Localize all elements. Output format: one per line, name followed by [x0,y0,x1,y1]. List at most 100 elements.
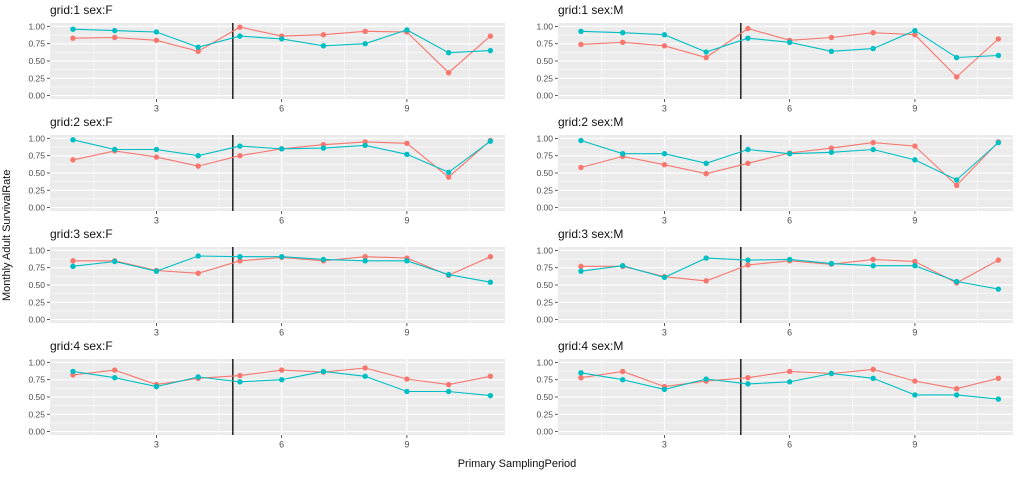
data-point-teal [995,396,1002,402]
y-tick-label: 0.50 [536,168,553,178]
data-point-teal [404,388,410,395]
data-point-salmon [745,374,751,381]
data-point-teal [445,388,452,395]
data-point-teal [112,374,118,381]
data-point-salmon [912,258,918,265]
data-point-teal [70,368,76,375]
y-tick-label: 0.25 [28,409,45,419]
data-point-teal [112,27,118,34]
y-tick-label: 0.25 [536,73,553,83]
data-point-salmon [362,253,368,260]
data-point-salmon [745,160,751,167]
facet-chart: 0.00 0.25 0.50 0.75 1.00 3 6 9 [28,21,505,114]
data-point-salmon [578,374,584,381]
data-point-teal [870,375,876,382]
data-point-teal [362,41,368,47]
facet-strip-label: grid:2 sex:F [50,115,113,129]
y-tick-label: 1.00 [536,357,553,367]
data-point-teal [404,151,410,158]
data-point-salmon [620,368,626,375]
data-point-teal [320,43,327,49]
data-point-teal [320,256,327,263]
data-point-teal [703,376,709,382]
facet-strip-label: grid:4 sex:M [558,339,624,353]
facet-strip-label: grid:2 sex:M [558,115,624,129]
data-point-teal [278,377,285,383]
y-tick-label: 0.00 [536,91,553,101]
data-point-salmon [320,32,327,38]
x-tick-label: 9 [404,216,409,226]
data-point-salmon [487,253,494,260]
data-point-teal [70,263,76,270]
data-point-salmon [870,366,876,373]
data-point-teal [487,47,494,54]
data-point-salmon [828,34,835,41]
data-point-teal [870,146,876,153]
facet-chart: 0.00 0.25 0.50 0.75 1.00 3 6 9 [536,133,1013,226]
x-tick-label: 3 [662,104,667,114]
y-tick-label: 0.25 [536,297,553,307]
facet-cell: grid:4 sex:F 0.00 0.25 0.50 0.75 1.00 3 6 9 [16,338,510,450]
data-point-teal [828,149,835,155]
data-point-teal [995,139,1002,146]
facet-strip-label: grid:4 sex:F [50,339,113,353]
data-point-teal [487,138,494,144]
data-point-salmon [362,28,368,34]
y-tick-label: 0.75 [536,375,553,385]
y-tick-label: 0.75 [28,263,45,273]
data-point-salmon [404,140,410,146]
data-point-salmon [620,39,626,46]
y-tick-label: 0.00 [28,315,45,325]
data-point-teal [487,279,494,285]
data-point-teal [578,137,584,144]
facet-strip-label: grid:3 sex:F [50,227,113,241]
data-point-salmon [912,378,918,384]
data-point-teal [703,255,709,261]
y-tick-label: 0.25 [28,73,45,83]
data-point-teal [912,27,918,34]
x-tick-label: 6 [279,216,284,226]
y-tick-label: 0.00 [536,427,553,437]
data-point-salmon [703,54,709,61]
y-tick-label: 1.00 [28,357,45,367]
data-point-salmon [70,258,76,264]
data-point-teal [745,35,751,41]
data-point-salmon [953,74,960,80]
data-point-teal [786,256,793,263]
data-point-salmon [237,24,243,30]
data-point-salmon [578,164,584,171]
data-point-salmon [578,41,584,48]
data-point-teal [953,177,960,183]
data-point-teal [487,392,494,399]
data-point-salmon [195,270,201,276]
data-point-teal [995,52,1002,59]
data-point-teal [953,278,960,285]
data-point-teal [237,379,243,385]
data-point-teal [153,268,160,274]
data-point-salmon [953,386,960,392]
y-tick-label: 0.50 [28,56,45,66]
y-axis-title: Monthly Adult SurvivalRate [1,169,13,301]
data-point-teal [870,262,876,269]
facet-strip-label: grid:3 sex:M [558,227,624,241]
y-tick-label: 1.00 [536,133,553,143]
data-point-teal [786,379,793,385]
data-point-salmon [195,48,201,55]
y-tick-label: 0.75 [28,151,45,161]
data-point-salmon [153,37,160,43]
facet-chart: 0.00 0.25 0.50 0.75 1.00 3 6 9 [536,357,1013,450]
data-point-teal [320,368,327,375]
data-point-teal [362,373,368,379]
y-tick-label: 0.50 [536,280,553,290]
data-point-salmon [703,170,709,177]
x-tick-label: 6 [279,104,284,114]
x-axis-title: Primary SamplingPeriod [457,458,577,470]
data-point-salmon [70,157,76,163]
data-point-teal [362,258,368,264]
y-tick-label: 0.25 [28,297,45,307]
data-point-teal [153,146,160,153]
data-point-teal [112,146,118,153]
x-tick-label: 9 [912,328,917,338]
data-point-teal [404,27,410,33]
data-point-salmon [745,262,751,268]
